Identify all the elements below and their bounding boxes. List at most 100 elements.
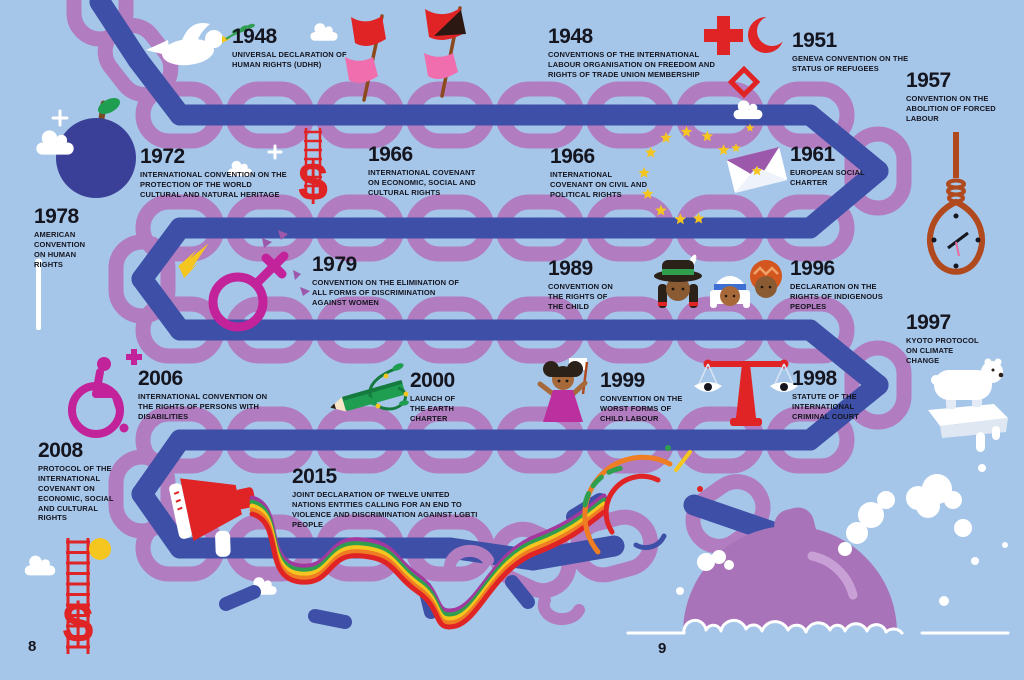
cloud-icon — [231, 160, 242, 171]
red-black-flag-dark-half — [434, 10, 466, 36]
protest-flags-icon — [345, 6, 466, 102]
water-drop — [978, 464, 986, 472]
pink-flag — [424, 53, 458, 79]
venus-circle — [208, 272, 268, 332]
cloud-icon — [737, 100, 750, 113]
clock-hour-hand — [947, 240, 957, 250]
burst-arc-green — [582, 465, 625, 508]
flag-pole — [581, 361, 589, 395]
star-icon — [680, 126, 693, 137]
entry-year: 1996 — [790, 257, 835, 280]
star-icon — [674, 213, 687, 225]
entry-year: 1997 — [906, 311, 951, 334]
envelope-front — [734, 167, 788, 194]
chain-link — [108, 449, 176, 539]
child-flag-icon — [537, 358, 589, 422]
dollar-ladder-icon — [304, 128, 322, 198]
bear-tail — [931, 375, 941, 385]
rainbow-stripe — [249, 497, 607, 618]
rainbow-stripe — [249, 505, 607, 626]
berry-leaf — [97, 97, 121, 115]
megaphone-cone — [180, 478, 242, 542]
dove-olive-branch-icon — [146, 22, 255, 66]
chain-fragment — [505, 575, 535, 609]
chain-bar — [131, 268, 191, 341]
vine-leaf — [366, 396, 376, 406]
burst-ray-yellow — [674, 450, 692, 472]
girl-eye — [557, 379, 561, 383]
entry-description: PROTOCOL OF THE INTERNATIONAL COVENANT O… — [38, 464, 114, 523]
entry-description: CONVENTION ON THE ABOLITION OF FORCED LA… — [906, 94, 996, 123]
entry-year: 1998 — [792, 367, 837, 390]
red-flag — [351, 16, 386, 46]
entry-description: DECLARATION ON THE RIGHTS OF INDIGENOUS … — [790, 282, 883, 311]
chain-bar — [89, 0, 149, 71]
cloud-icon — [314, 23, 326, 35]
chain-bar — [127, 49, 191, 126]
pencil-vine-icon — [330, 363, 409, 412]
megaphone-grip — [215, 530, 231, 557]
page-number-right: 9 — [658, 640, 667, 657]
cloud-icon — [36, 142, 74, 155]
red-crescent-cutout — [757, 16, 787, 46]
face-with-hood — [710, 276, 750, 308]
timeline-entry-1996: 1996 DECLARATION ON THE RIGHTS OF INDIGE… — [790, 258, 890, 312]
entry-year: 1979 — [312, 253, 357, 276]
star-icon — [655, 204, 667, 216]
clock-minute-hand — [955, 231, 969, 244]
star-icon — [660, 131, 672, 143]
scales-base — [730, 418, 762, 426]
entry-year: 2015 — [292, 465, 337, 488]
timeline-entry-1998: 1998 STATUTE OF THE INTERNATIONAL CRIMIN… — [792, 368, 872, 422]
rainbow-stripe — [249, 509, 607, 630]
olive-leaf — [239, 25, 249, 31]
person-head — [97, 357, 111, 371]
ice-floe-side — [940, 418, 1008, 438]
lightning-icon — [178, 243, 209, 279]
entry-description: CONVENTION ON THE RIGHTS OF THE CHILD — [548, 282, 613, 311]
indigenous-faces-icon — [654, 254, 782, 308]
chain-bar — [799, 104, 889, 182]
chain-fragment-purple — [443, 544, 494, 574]
chain-bar — [522, 535, 625, 571]
person-leg — [111, 391, 122, 413]
star-circle-icon — [638, 123, 763, 225]
entry-description: CONVENTION ON THE ELIMINATION OF ALL FOR… — [312, 278, 460, 307]
red-cross — [704, 29, 743, 42]
eye-in-pan — [704, 383, 712, 391]
bear-ear — [994, 358, 1002, 366]
girl-hair — [552, 366, 574, 377]
entry-year: 1966 — [550, 145, 595, 168]
entry-year: 1957 — [906, 69, 951, 92]
timeline-entry-2015: 2015 JOINT DECLARATION OF TWELVE UNITED … — [292, 466, 478, 530]
entry-year: 1972 — [140, 145, 185, 168]
timeline-entry-2006: 2006 INTERNATIONAL CONVENTION ON THE RIG… — [138, 368, 268, 422]
ladder-dollar-icon — [66, 538, 90, 654]
dove-head — [205, 30, 223, 48]
timeline-entry-1979: 1979 CONVENTION ON THE ELIMINATION OF AL… — [312, 254, 470, 308]
timeline-entry-1948-ilo: 1948 CONVENTIONS OF THE INTERNATIONAL LA… — [548, 26, 720, 80]
dove-beak — [222, 36, 230, 43]
star-icon — [638, 166, 650, 178]
water-foam — [682, 618, 904, 635]
entry-description: LAUNCH OF THE EARTH CHARTER — [410, 394, 456, 423]
cloud-icon — [40, 559, 50, 569]
vine-leaf — [399, 400, 409, 406]
female-symbol-lightning-icon — [178, 230, 310, 332]
timeline-entry-1951: 1951 GENEVA CONVENTION ON THE STATUS OF … — [792, 30, 912, 74]
entry-year: 1966 — [368, 143, 413, 166]
burst-dot — [665, 445, 671, 451]
pan-string — [697, 363, 709, 387]
olive-branch — [225, 28, 251, 40]
flag-pole-knob — [35, 258, 42, 266]
star-icon — [717, 144, 730, 155]
entry-year: 1948 — [232, 25, 277, 48]
burst-dot — [697, 486, 703, 492]
pan-string — [783, 363, 795, 387]
entry-description: EUROPEAN SOCIAL CHARTER — [790, 168, 865, 187]
sound-tick — [177, 506, 183, 511]
pink-flag — [345, 57, 378, 83]
venus-stem — [251, 251, 289, 289]
timeline-entry-1989: 1989 CONVENTION ON THE RIGHTS OF THE CHI… — [548, 258, 620, 312]
